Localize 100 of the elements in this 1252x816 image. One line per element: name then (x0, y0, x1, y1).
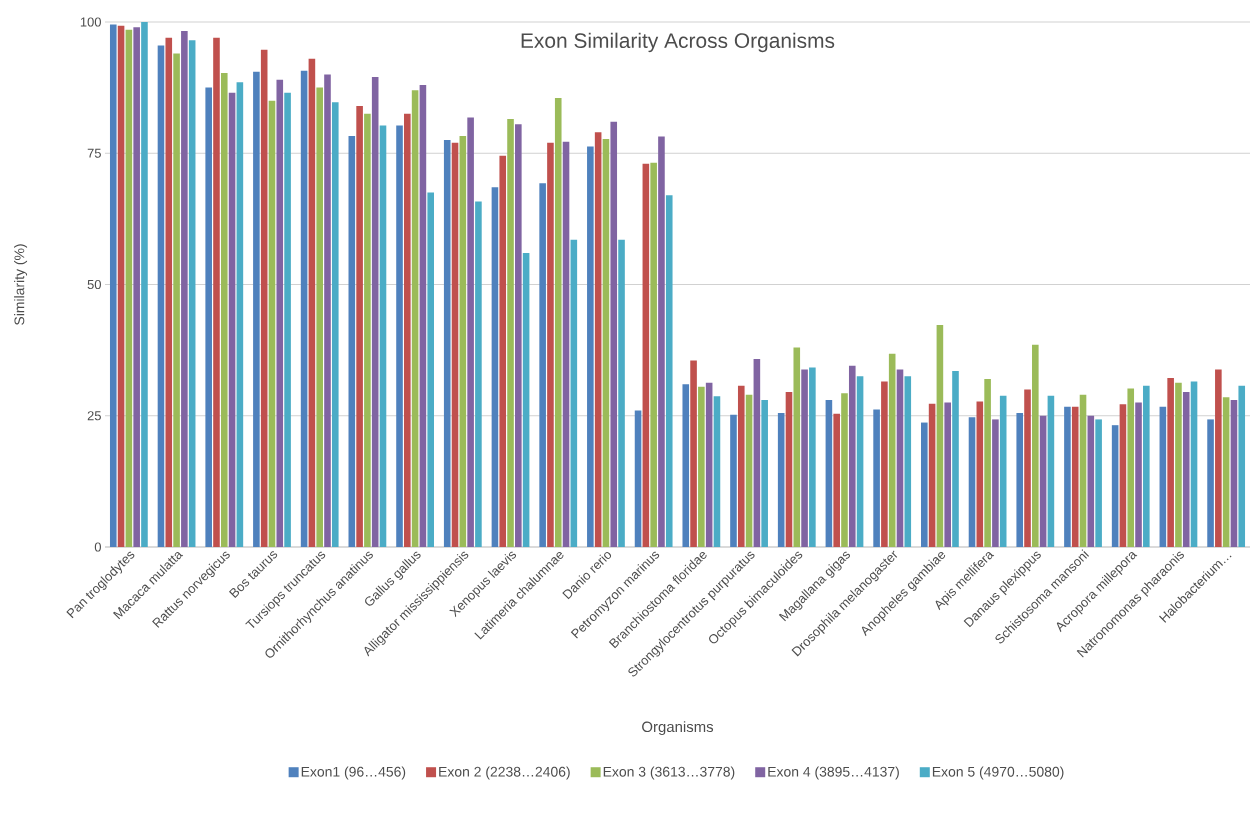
bar (634, 410, 642, 547)
bar (268, 100, 276, 547)
bar (856, 376, 864, 547)
bar (404, 113, 411, 547)
bar (205, 87, 212, 547)
bar (253, 71, 260, 547)
legend-label: Exon1 (96…456) (301, 766, 406, 780)
bar (427, 192, 434, 547)
bar (1079, 394, 1087, 547)
bar (1190, 381, 1198, 547)
bar (133, 27, 140, 547)
bar (642, 163, 650, 547)
bar (1215, 369, 1222, 547)
bar (331, 102, 339, 547)
bar (1143, 385, 1150, 547)
bar (188, 40, 196, 547)
bar (650, 162, 657, 547)
bar (539, 183, 546, 547)
bar (1087, 415, 1095, 547)
y-tick-label: 100 (80, 17, 101, 27)
bar (547, 142, 554, 547)
bar (984, 378, 991, 547)
y-tick-label: 75 (87, 148, 101, 158)
bar (1024, 389, 1031, 547)
bar (761, 399, 768, 547)
bar (881, 381, 888, 547)
bar (952, 371, 959, 547)
bar (594, 132, 602, 547)
bar (1207, 419, 1214, 547)
bar (785, 392, 793, 547)
bar (125, 29, 133, 547)
bar (587, 146, 594, 547)
bar (236, 82, 244, 547)
bar (1127, 388, 1135, 547)
bar (1032, 344, 1039, 547)
bar (316, 87, 323, 547)
bar (141, 21, 148, 547)
bar (1111, 425, 1119, 547)
bar (443, 140, 451, 547)
bar (944, 402, 951, 547)
bar (936, 324, 944, 547)
bar (515, 124, 522, 547)
bar (928, 403, 936, 547)
bar (1182, 392, 1190, 547)
bar (968, 417, 976, 547)
bar (1238, 385, 1246, 547)
bar (411, 90, 419, 547)
bar (451, 142, 459, 547)
bar (705, 382, 713, 547)
bar (665, 195, 673, 547)
chart-title: Exon Similarity Across Organisms (521, 32, 835, 53)
bar (1222, 397, 1230, 547)
y-tick-label: 50 (87, 279, 101, 290)
bar (499, 155, 507, 547)
bar (475, 201, 482, 547)
bar (618, 239, 625, 547)
bar (1064, 406, 1071, 547)
bar (109, 24, 117, 547)
x-axis-title: Organisms (642, 721, 714, 736)
bar (300, 70, 308, 547)
bar (522, 252, 530, 547)
bar (419, 84, 427, 547)
bar (364, 113, 371, 547)
bar (793, 347, 801, 547)
bar (507, 119, 514, 547)
bar (904, 376, 912, 547)
bar (379, 125, 387, 547)
bar (371, 77, 379, 547)
bar (570, 239, 578, 547)
bar (921, 422, 928, 547)
bar (848, 365, 856, 547)
bar (999, 395, 1007, 547)
bar (976, 401, 984, 547)
bar (1039, 415, 1047, 547)
bar (181, 30, 188, 547)
bar (324, 74, 331, 547)
bar (157, 45, 165, 547)
bar (1095, 419, 1102, 547)
bar (602, 139, 610, 547)
bar (284, 92, 291, 547)
bar (554, 98, 562, 547)
bar (610, 121, 618, 547)
bar (1167, 377, 1174, 547)
bar (562, 141, 570, 547)
bar (1230, 399, 1238, 547)
legend-label: Exon 4 (3895…4137) (768, 766, 899, 780)
bar (213, 37, 220, 547)
bar (713, 396, 721, 547)
bar (777, 413, 785, 547)
bar (276, 79, 284, 547)
y-tick-label: 25 (87, 411, 101, 421)
bar (1047, 395, 1055, 547)
bar (117, 25, 125, 547)
bar (1159, 406, 1167, 547)
bar (459, 135, 467, 547)
bar (1016, 413, 1024, 547)
bar (730, 414, 737, 547)
bar (308, 58, 316, 547)
bar (888, 353, 896, 547)
bar (873, 409, 880, 547)
